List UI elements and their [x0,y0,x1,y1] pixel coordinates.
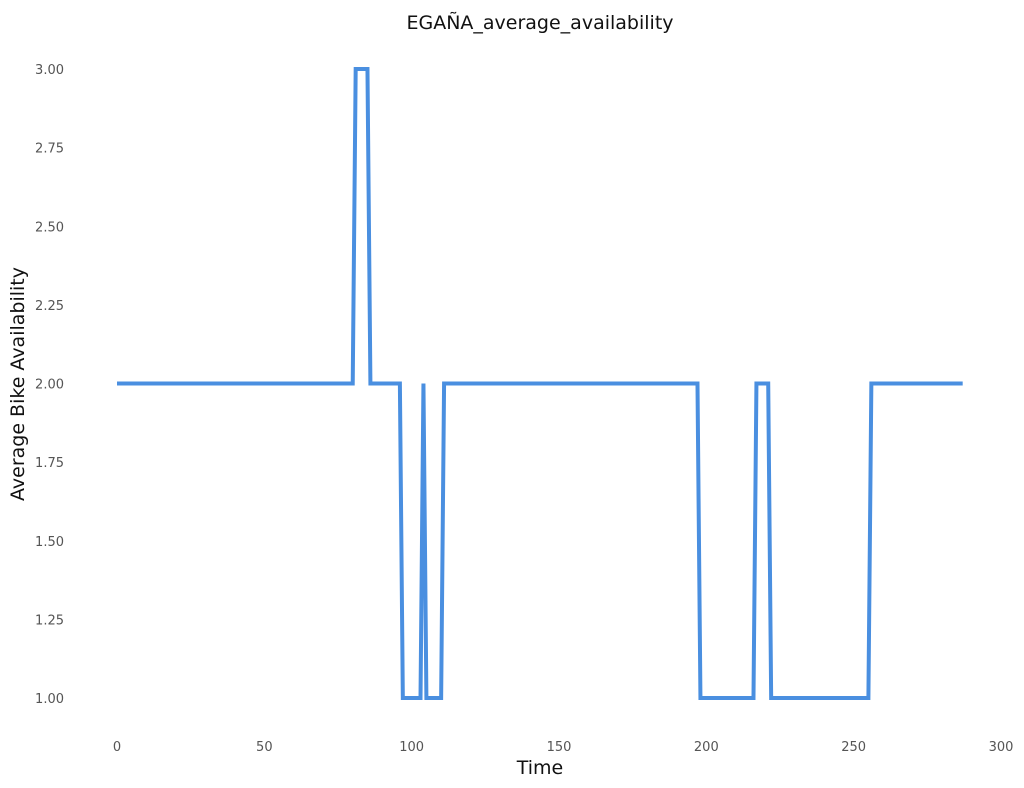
y-axis-ticks: 1.00 1.25 1.50 1.75 2.00 2.25 2.50 2.75 3.00 [35,63,64,707]
x-axis-ticks: 0 50 100 150 200 250 300 [113,740,1014,755]
y-tick-label: 3.00 [35,63,64,78]
y-tick-label: 1.00 [35,692,64,707]
y-tick-label: 2.25 [35,299,64,314]
y-tick-label: 2.75 [35,142,64,157]
x-tick-label: 100 [399,740,424,755]
x-tick-label: 150 [547,740,572,755]
x-tick-label: 250 [841,740,866,755]
x-tick-label: 50 [256,740,273,755]
y-tick-label: 1.50 [35,535,64,550]
x-tick-label: 200 [694,740,719,755]
y-tick-label: 2.00 [35,378,64,393]
y-tick-label: 1.25 [35,613,64,628]
chart-title: EGAÑA_average_availability [406,11,673,34]
y-tick-label: 2.50 [35,220,64,235]
y-tick-label: 1.75 [35,456,64,471]
x-axis-label: Time [516,757,564,779]
y-axis-label: Average Bike Availability [7,267,29,501]
series-line [117,67,963,700]
x-tick-label: 300 [989,740,1014,755]
series-layer [117,67,963,700]
x-tick-label: 0 [113,740,121,755]
